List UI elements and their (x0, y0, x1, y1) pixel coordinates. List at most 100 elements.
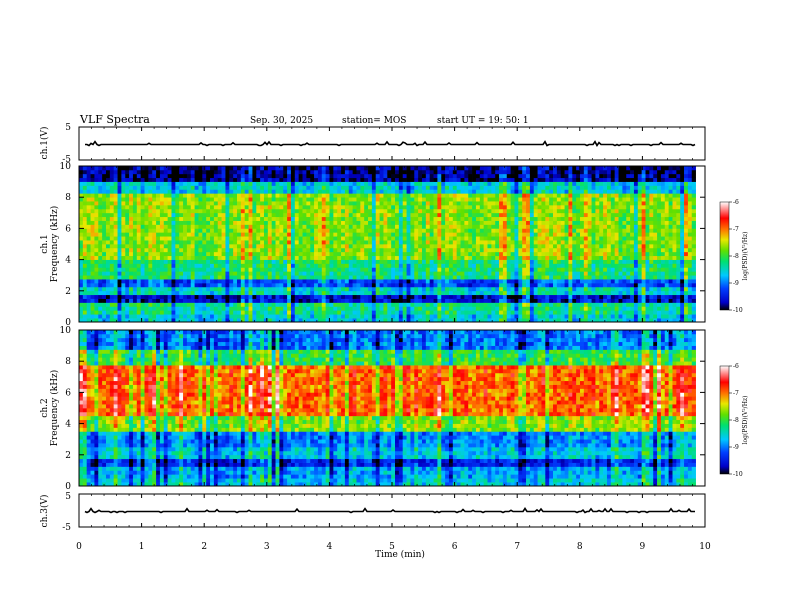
spectrogram-cell (237, 286, 242, 292)
spectrogram-cell (352, 294, 357, 299)
spectrogram-cell (344, 259, 350, 264)
spectrogram-cell (398, 240, 404, 245)
spectrogram-cell (429, 201, 434, 206)
spectrogram-cell (325, 247, 330, 253)
spectrogram-cell (352, 267, 357, 272)
spectrogram-cell (186, 177, 192, 182)
spectrogram-cell (213, 236, 219, 241)
spectrogram-cell (183, 302, 188, 307)
spectrogram-cell (190, 173, 195, 179)
spectrogram-cell (387, 279, 392, 284)
spectrogram-cell (198, 310, 203, 315)
spectrogram-cell (502, 177, 508, 182)
spectrogram-cell (105, 189, 111, 194)
spectrogram-cell (406, 306, 411, 311)
spectrogram-cell (213, 267, 219, 272)
spectrogram-cell (267, 255, 273, 260)
spectrogram-cell (329, 193, 334, 198)
spectrogram-cell (510, 286, 515, 292)
spectrogram-cell (348, 197, 353, 202)
spectrogram-cell (163, 201, 168, 206)
spectrogram-cell (472, 205, 477, 210)
spectrogram-cell (194, 169, 199, 175)
spectrogram-cell (325, 244, 330, 249)
spectrogram-cell (499, 169, 504, 175)
spectrogram-cell (329, 169, 334, 175)
spectrogram-cell (240, 302, 246, 307)
spectrogram-cell (510, 169, 515, 175)
spectrogram-cell (256, 177, 261, 182)
spectrogram-cell (464, 201, 469, 206)
spectrogram-cell (294, 247, 300, 253)
spectrogram-cell (522, 255, 527, 260)
spectrogram-cell (256, 224, 261, 229)
spectrogram-cell (248, 298, 253, 303)
spectrogram-cell (129, 220, 134, 225)
spectrogram-cell (298, 283, 303, 288)
spectrogram-cell (233, 240, 238, 245)
spectrogram-cell (368, 212, 373, 218)
spectrogram-cell (533, 244, 538, 249)
spectrogram-cell (344, 208, 350, 214)
spectrogram-cell (171, 205, 176, 210)
spectrogram-cell (240, 201, 246, 206)
spectrogram-cell (364, 181, 369, 186)
spectrogram-cell (314, 228, 319, 233)
spectrogram-cell (499, 212, 504, 218)
spectrogram-cell (175, 298, 180, 303)
spectrogram-cell (502, 236, 508, 241)
spectrogram-cell (310, 208, 315, 214)
spectrogram-cell (321, 224, 326, 229)
spectrogram-cell (148, 251, 153, 257)
spectrogram-cell (537, 220, 542, 225)
spectrogram-cell (283, 251, 288, 257)
spectrogram-cell (360, 212, 365, 218)
spectrogram-cell (248, 283, 253, 288)
spectrogram-cell (510, 228, 515, 233)
spectrogram-cell (290, 205, 296, 210)
spectrogram-cell (152, 298, 157, 303)
spectrogram-cell (294, 275, 300, 280)
spectrogram-cell (248, 185, 253, 190)
spectrogram-cell (194, 181, 199, 186)
spectrogram-cell (468, 247, 473, 253)
spectrogram-cell (526, 185, 531, 190)
spectrogram-cell (229, 232, 234, 237)
spectrogram-cell (244, 216, 249, 221)
spectrogram-cell (302, 216, 307, 221)
spectrogram-cell (202, 286, 207, 292)
spectrogram-cell (418, 247, 423, 253)
spectrogram-cell (213, 283, 219, 288)
spectrogram-cell (144, 189, 149, 194)
spectrogram-cell (175, 286, 180, 292)
spectrogram-cell (375, 298, 380, 303)
spectrogram-cell (252, 232, 257, 237)
spectrogram-cell (210, 220, 215, 225)
spectrogram-cell (233, 197, 238, 202)
spectrogram-cell (94, 189, 99, 194)
figure-title: VLF Spectra (79, 113, 150, 126)
spectrogram-cell (117, 290, 122, 296)
spectrogram-cell (179, 185, 184, 190)
spectrogram-cell (186, 173, 192, 179)
spectrogram-cell (495, 166, 500, 171)
spectrogram-cell (102, 251, 107, 257)
spectrogram-cell (537, 240, 542, 245)
spectrogram-cell (267, 173, 273, 179)
spectrogram-cell (256, 205, 261, 210)
spectrogram-cell (256, 314, 261, 319)
spectrogram-cell (136, 189, 142, 194)
spectrogram-cell (348, 228, 353, 233)
spectrogram-cell (237, 275, 242, 280)
spectrogram-cell (248, 259, 253, 264)
spectrogram-cell (317, 318, 323, 323)
spectrogram-cell (402, 306, 407, 311)
spectrogram-cell (460, 290, 465, 296)
spectrogram-cell (468, 290, 473, 296)
spectrogram-cell (375, 173, 380, 179)
spectrogram-cell (441, 232, 446, 237)
spectrogram-cell (159, 251, 165, 257)
spectrogram-cell (148, 228, 153, 233)
spectrogram-cell (437, 169, 442, 175)
spectrogram-cell (487, 181, 492, 186)
